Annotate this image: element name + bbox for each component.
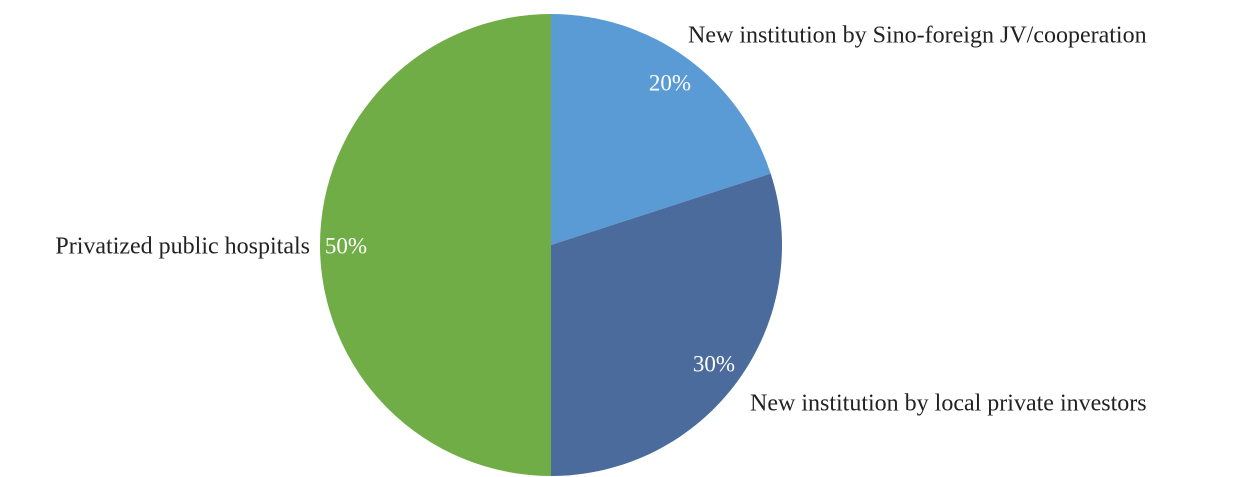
pie-slice	[320, 14, 551, 476]
pie-slice	[551, 14, 771, 245]
category-label: New institution by local private investo…	[750, 391, 1147, 417]
value-label: 50%	[325, 233, 367, 258]
value-label: 20%	[649, 70, 691, 95]
category-label: New institution by Sino-foreign JV/coope…	[688, 23, 1147, 49]
pie-slice	[551, 173, 782, 477]
category-label: Privatized public hospitals	[55, 234, 310, 260]
value-label: 30%	[693, 351, 735, 376]
